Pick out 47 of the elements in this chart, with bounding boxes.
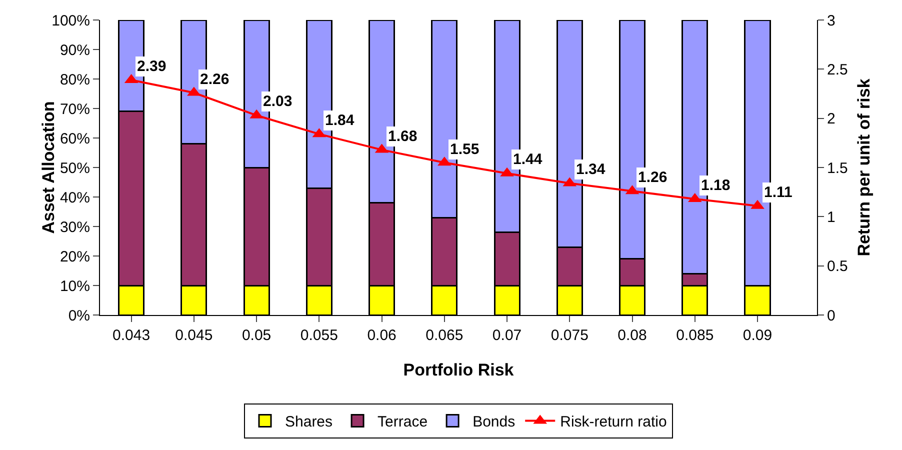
x-tick-label: 0.055 <box>300 327 338 344</box>
y2-tick-label: 0 <box>827 307 836 324</box>
data-label: 1.26 <box>638 169 668 186</box>
data-label: 1.55 <box>450 141 480 158</box>
y-axis-title: Asset Allocation <box>38 101 58 234</box>
data-label: 1.44 <box>513 151 543 168</box>
y-tick-label: 60% <box>60 130 90 148</box>
x-tick-label: 0.07 <box>492 327 522 344</box>
data-label: 1.18 <box>701 177 730 194</box>
legend-label: Terrace <box>378 414 428 431</box>
x-tick-label: 0.09 <box>742 327 772 344</box>
legend-label: Risk-return ratio <box>560 414 667 431</box>
x-axis-title: Portfolio Risk <box>403 360 514 380</box>
data-label: 2.39 <box>137 58 166 75</box>
data-label: 1.84 <box>325 112 355 129</box>
data-label: 2.26 <box>200 71 230 88</box>
y-tick-label: 70% <box>60 100 90 118</box>
x-tick-label: 0.043 <box>112 327 150 344</box>
y-tick-label: 10% <box>60 278 90 295</box>
x-tick-label: 0.065 <box>426 327 464 344</box>
y-tick-label: 40% <box>60 189 90 206</box>
y2-tick-label: 2 <box>827 110 836 128</box>
y2-tick-label: 0.5 <box>827 258 848 276</box>
y2-axis-title: Return per unit of risk <box>854 78 874 256</box>
data-label: 1.11 <box>764 184 792 201</box>
y2-tick-label: 1 <box>827 208 836 226</box>
y-tick-label: 50% <box>60 160 90 177</box>
y-tick-label: 100% <box>52 12 90 30</box>
y-tick-label: 80% <box>60 71 90 88</box>
y-tick-label: 20% <box>60 248 90 266</box>
y2-tick-label: 1.5 <box>827 160 848 177</box>
x-tick-label: 0.045 <box>175 327 213 344</box>
data-label: 1.68 <box>388 128 418 145</box>
y-tick-label: 30% <box>60 218 90 236</box>
y-tick-label: 90% <box>60 42 90 59</box>
y2-tick-label: 2.5 <box>827 61 848 78</box>
y-tick-label: 0% <box>68 307 90 324</box>
legend-label: Shares <box>285 414 333 431</box>
legend-label: Bonds <box>472 414 516 431</box>
x-tick-label: 0.08 <box>618 327 647 344</box>
x-tick-label: 0.05 <box>242 327 272 344</box>
x-tick-label: 0.06 <box>367 327 396 344</box>
x-tick-label: 0.085 <box>676 327 714 344</box>
x-tick-label: 0.075 <box>550 327 588 344</box>
data-label: 2.03 <box>263 93 292 110</box>
data-label: 1.34 <box>576 161 606 178</box>
y2-tick-label: 3 <box>827 12 836 30</box>
